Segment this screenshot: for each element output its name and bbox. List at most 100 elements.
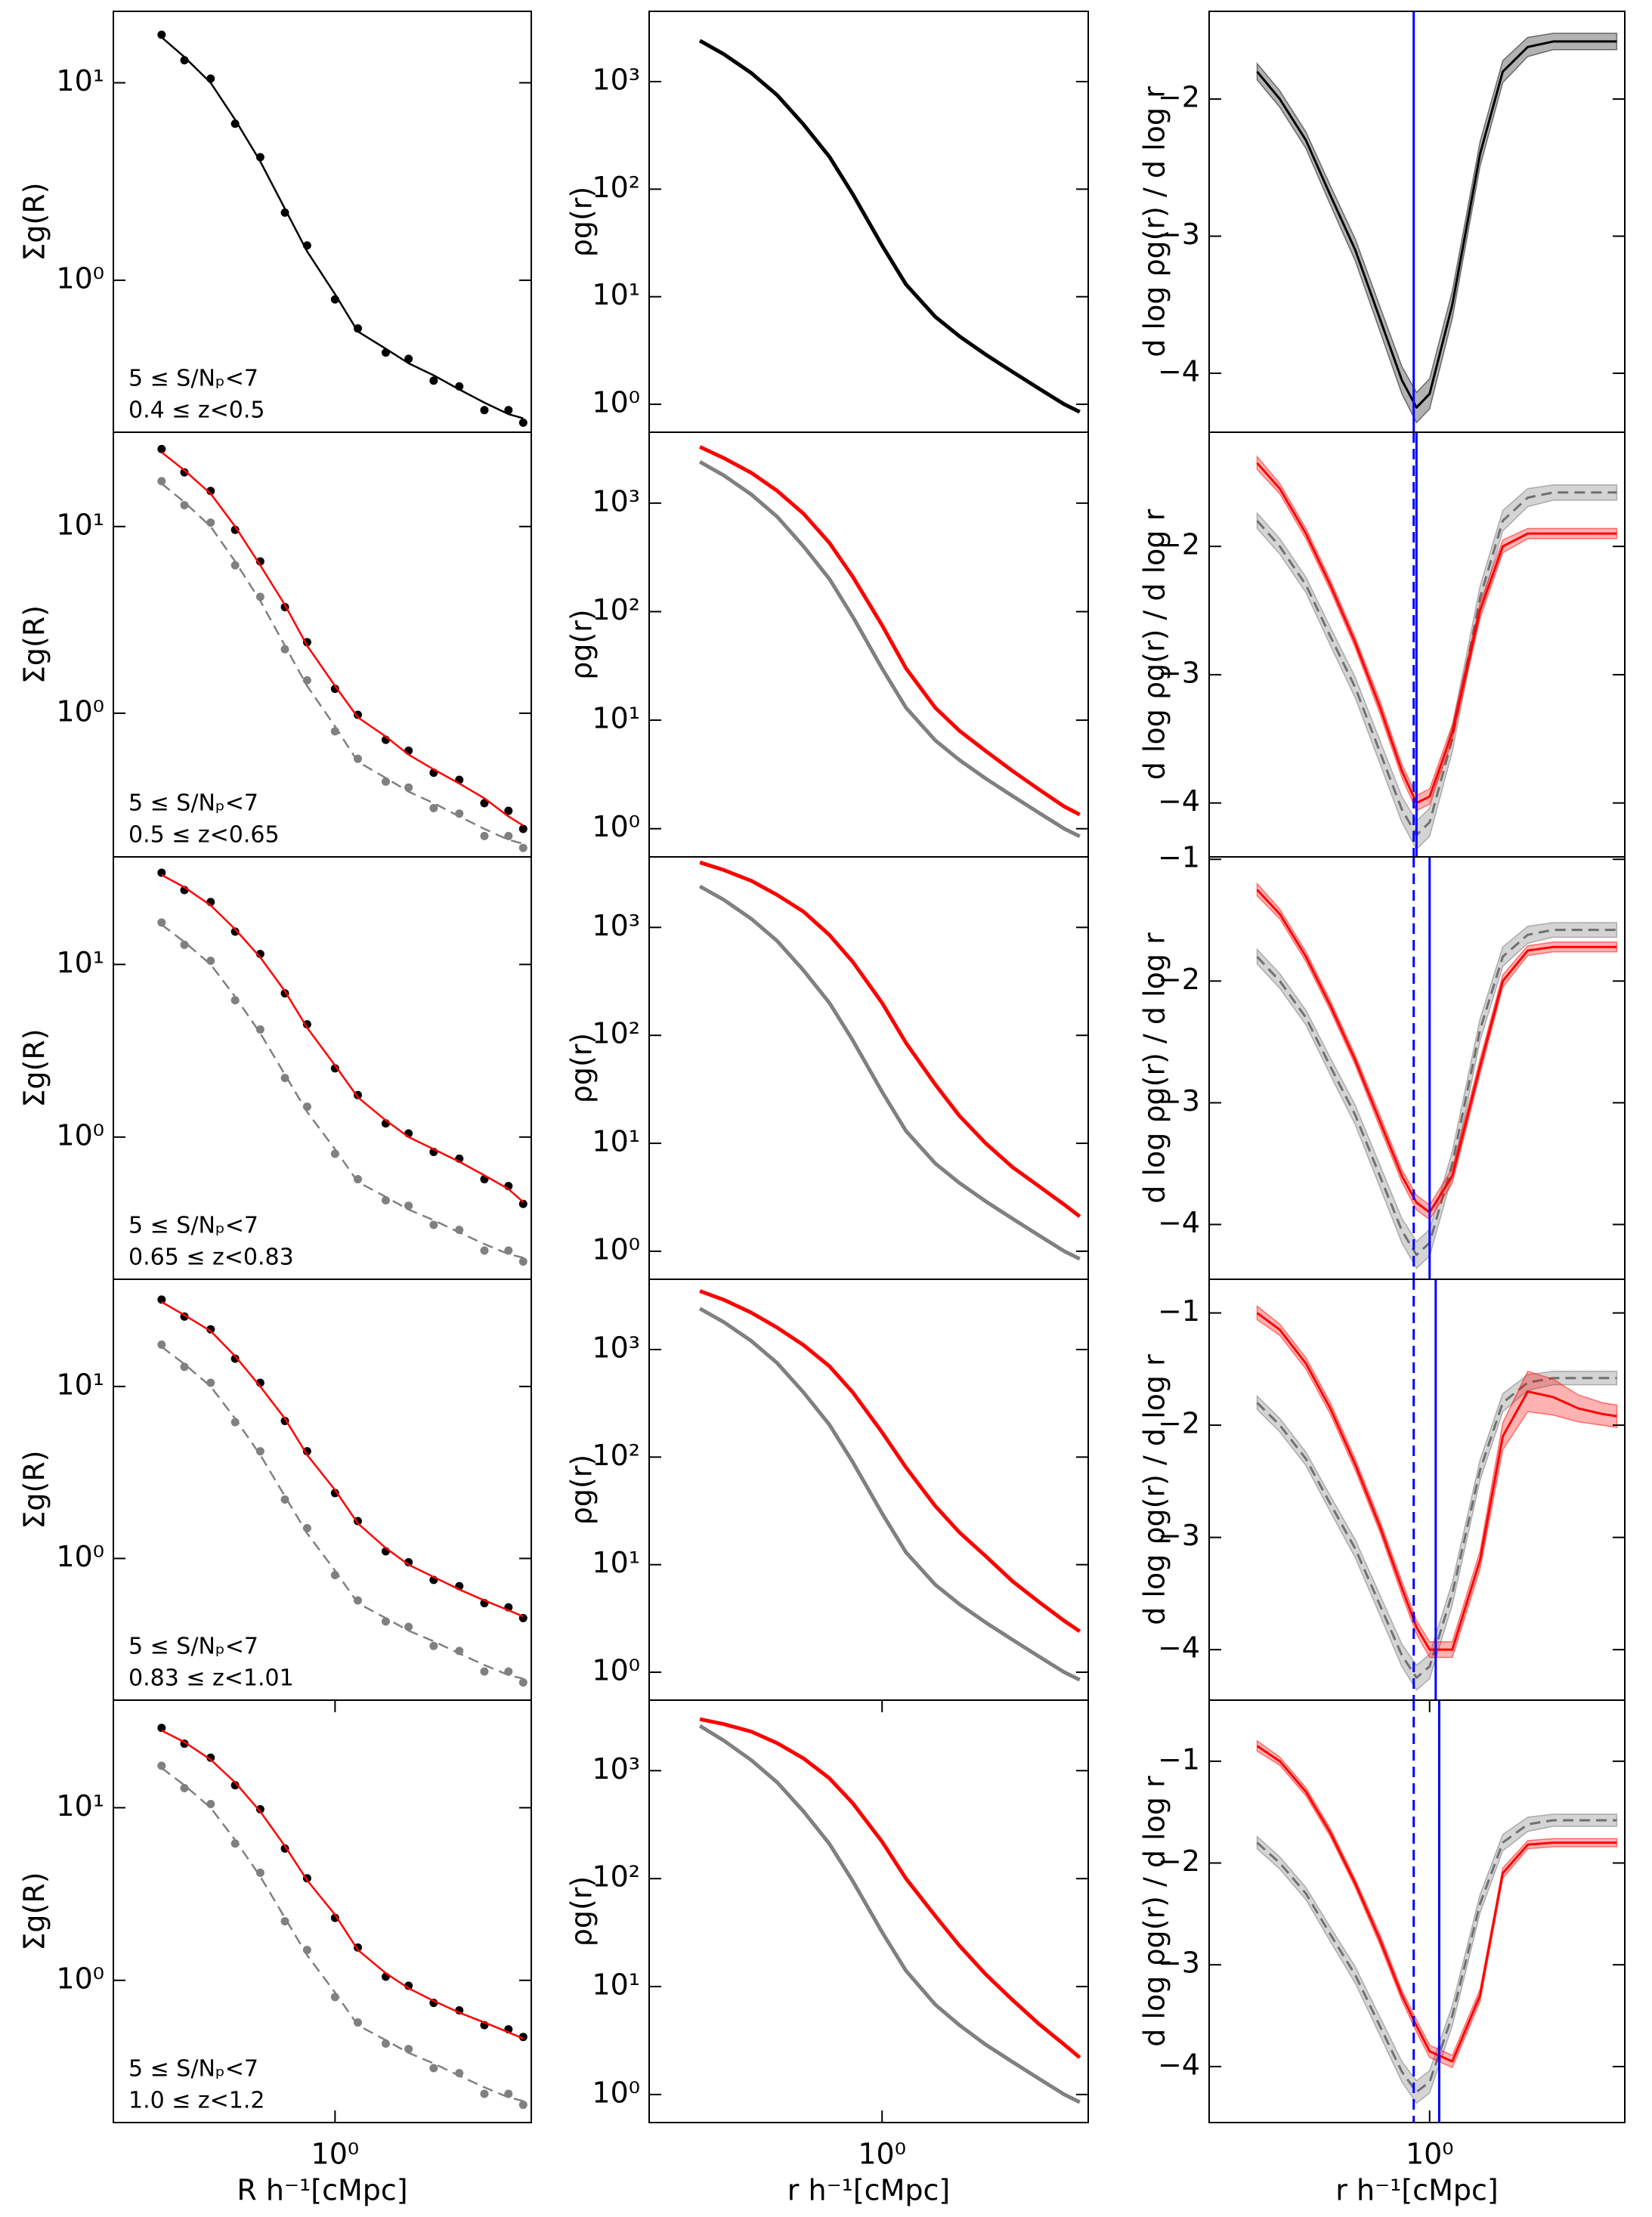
data-point <box>330 1913 339 1922</box>
data-point <box>206 1378 215 1387</box>
x-tick-label: 10⁰ <box>858 2138 906 2171</box>
error-band <box>1256 1305 1618 1659</box>
annotation: 1.0 ≤ z<1.2 <box>128 2088 265 2114</box>
error-band <box>1256 1813 1618 2104</box>
data-point <box>255 1025 265 1034</box>
data-point <box>381 777 390 786</box>
plot-area <box>698 39 1081 414</box>
data-point <box>404 1622 413 1631</box>
x-tick-label: 10⁰ <box>1406 2138 1454 2171</box>
curve <box>161 1346 524 1680</box>
y-tick-label: 10³ <box>592 63 640 96</box>
data-point <box>255 1447 265 1456</box>
curve <box>699 860 1081 1218</box>
data-point <box>255 1868 265 1877</box>
data-point <box>518 1199 527 1208</box>
data-point <box>354 754 363 763</box>
plot-area <box>698 1717 1081 2104</box>
y-tick-label: −2 <box>1158 1407 1200 1440</box>
data-point <box>230 561 240 570</box>
curve <box>698 39 1081 414</box>
y-tick-label: −2 <box>1158 528 1200 561</box>
data-point <box>157 1295 166 1304</box>
y-tick-label: 10² <box>592 593 640 626</box>
data-point <box>518 843 527 852</box>
y-tick-label: −3 <box>1158 656 1200 689</box>
plot-area <box>157 868 527 1266</box>
y-tick-label: −1 <box>1158 841 1200 874</box>
data-point <box>157 1340 166 1350</box>
data-point <box>157 1761 166 1770</box>
curve <box>1256 462 1617 805</box>
annotation: 0.65 ≤ z<0.83 <box>128 1245 294 1271</box>
y-tick-label: 10⁰ <box>56 1540 104 1573</box>
annotation: 5 ≤ S/Nₚ<7 <box>128 366 258 392</box>
curve <box>161 923 524 1259</box>
y-axis-label: Σg(R) <box>18 1028 51 1107</box>
plot-area <box>698 445 1081 839</box>
y-tick-label: 10¹ <box>56 1368 104 1401</box>
data-point <box>180 468 189 477</box>
curve <box>1256 889 1617 1214</box>
data-point <box>518 1678 527 1687</box>
annotation: 5 ≤ S/Nₚ<7 <box>128 1213 258 1239</box>
y-tick-label: 10¹ <box>56 508 104 541</box>
plot-area <box>698 860 1081 1261</box>
y-tick-label: −3 <box>1158 1519 1200 1552</box>
axes-frame <box>1208 1279 1626 1701</box>
curve <box>161 1767 524 2102</box>
data-point <box>206 957 215 966</box>
data-point <box>280 1495 289 1504</box>
curve <box>161 482 524 845</box>
y-tick-label: −2 <box>1158 963 1200 996</box>
curve <box>161 1300 524 1618</box>
data-point <box>157 444 166 453</box>
data-point <box>302 1020 311 1029</box>
y-tick-label: 10¹ <box>592 1546 640 1579</box>
data-point <box>180 1362 189 1371</box>
y-axis-label: ρg(r) <box>565 1033 599 1104</box>
error-band <box>1256 1371 1618 1691</box>
curve <box>1256 40 1617 409</box>
data-point <box>429 804 438 813</box>
annotation: 0.4 ≤ z<0.5 <box>128 397 265 424</box>
y-tick-label: 10⁰ <box>592 2076 640 2109</box>
plot-area <box>157 1724 527 2110</box>
y-tick-label: 10¹ <box>56 946 104 979</box>
curve <box>161 36 524 419</box>
y-axis-label: d log ρg(r) / d log r <box>1138 932 1171 1204</box>
plot-area <box>1256 11 1618 432</box>
curve <box>699 445 1081 817</box>
data-point <box>206 1753 215 1762</box>
y-tick-label: 10¹ <box>592 1968 640 2002</box>
data-point <box>180 501 189 510</box>
y-tick-label: 10³ <box>592 909 640 942</box>
data-point <box>480 1667 489 1676</box>
y-axis-label: ρg(r) <box>565 187 599 258</box>
curve <box>161 874 524 1203</box>
data-point <box>255 1804 265 1813</box>
data-point <box>206 487 215 496</box>
x-tick-label: 10⁰ <box>311 2138 360 2171</box>
y-tick-label: 10² <box>592 1439 640 1472</box>
data-point <box>404 1558 413 1567</box>
y-tick-label: 10³ <box>592 1752 640 1786</box>
data-point <box>480 831 489 840</box>
data-point <box>504 831 513 840</box>
y-tick-label: −3 <box>1158 218 1200 251</box>
data-point <box>206 1800 215 1809</box>
y-tick-label: 10⁰ <box>56 1118 104 1152</box>
data-point <box>504 806 513 815</box>
data-point <box>157 918 166 927</box>
y-axis-label: d log ρg(r) / d log r <box>1138 509 1171 780</box>
data-point <box>157 1724 166 1733</box>
curve <box>1256 1819 1617 2094</box>
curve <box>1256 1377 1617 1679</box>
data-point <box>404 783 413 792</box>
y-axis-label: d log ρg(r) / d log r <box>1138 1776 1171 2047</box>
data-point <box>480 406 489 415</box>
data-point <box>381 2039 390 2048</box>
data-point <box>404 1201 413 1211</box>
y-tick-label: −1 <box>1158 1294 1200 1328</box>
